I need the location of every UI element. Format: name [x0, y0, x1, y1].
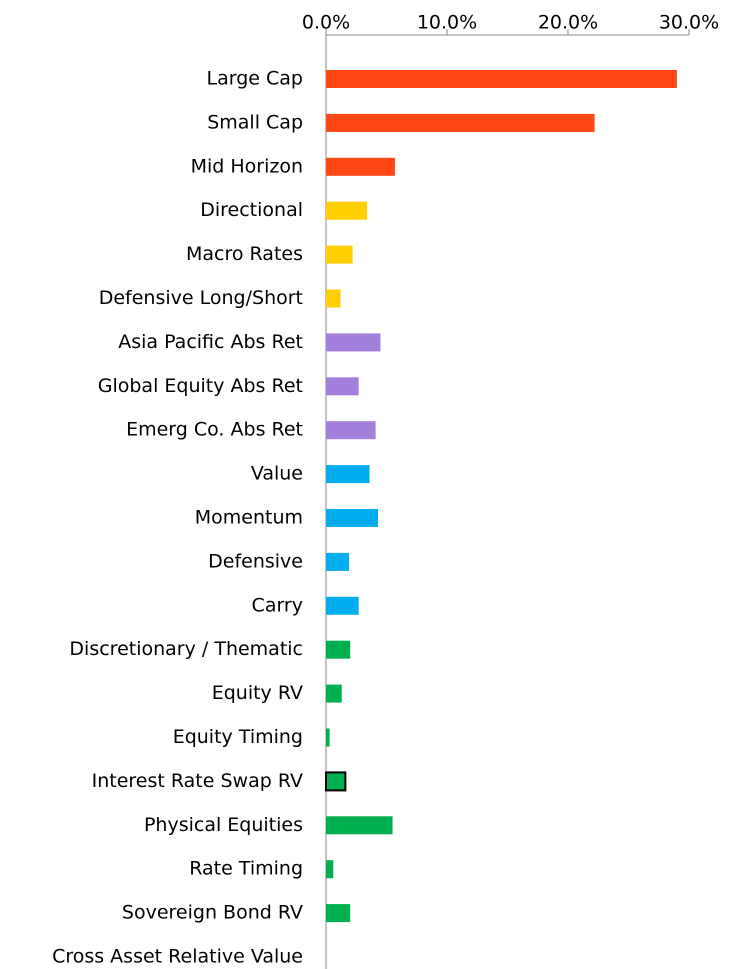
bar [326, 70, 677, 88]
y-tick-label: Asia Pacific Abs Ret [118, 331, 303, 353]
y-tick-label: Defensive [208, 550, 303, 572]
y-tick-label: Emerg Co. Abs Ret [126, 419, 303, 441]
y-tick-label: Discretionary / Thematic [69, 638, 303, 660]
y-tick-label: Directional [200, 199, 303, 221]
bar [326, 201, 368, 220]
y-tick-label: Equity Timing [173, 726, 303, 748]
bar [326, 465, 370, 484]
y-tick-label: Physical Equities [144, 814, 303, 836]
y-tick-label: Interest Rate Swap RV [92, 770, 303, 792]
y-tick-label: Value [251, 463, 303, 485]
bar [326, 552, 349, 571]
x-tick-label: 30.0% [659, 12, 719, 34]
bar [326, 860, 334, 879]
x-tick-label: 20.0% [538, 12, 598, 34]
bar [326, 333, 381, 352]
bar [326, 596, 359, 615]
y-tick-label: Macro Rates [186, 243, 303, 265]
y-tick-label: Equity RV [212, 682, 303, 704]
bar [326, 509, 379, 527]
bar [326, 377, 359, 396]
bar [326, 113, 595, 132]
y-tick-label: Momentum [195, 507, 303, 529]
y-tick-label: Global Equity Abs Ret [98, 375, 303, 397]
bar [326, 157, 395, 176]
bar [326, 816, 393, 835]
bar [326, 684, 342, 703]
y-tick-label: Sovereign Bond RV [122, 902, 303, 924]
y-tick-label: Rate Timing [189, 858, 303, 880]
bar [326, 728, 330, 747]
bar [325, 771, 347, 792]
y-tick-label: Cross Asset Relative Value [52, 946, 303, 968]
y-tick-label: Large Cap [207, 68, 303, 90]
y-tick-label: Mid Horizon [191, 155, 303, 177]
x-tick-label: 0.0% [302, 12, 350, 34]
bar [326, 245, 353, 264]
bar [326, 904, 351, 923]
y-tick-label: Small Cap [207, 111, 303, 133]
bar [326, 640, 351, 659]
y-tick-label: Carry [252, 594, 303, 616]
bar [326, 421, 376, 440]
y-tick-label: Defensive Long/Short [99, 287, 303, 309]
x-tick-label: 10.0% [417, 12, 477, 34]
bar [326, 289, 341, 308]
